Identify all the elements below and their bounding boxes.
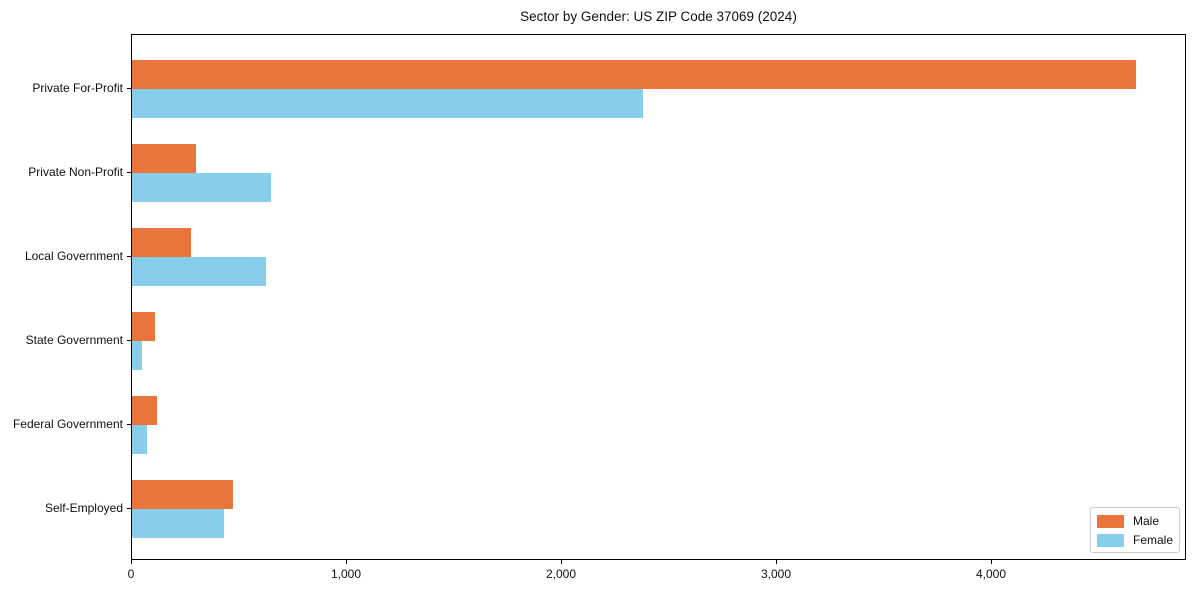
male-bar [132,60,1137,89]
chart-title: Sector by Gender: US ZIP Code 37069 (202… [520,9,797,24]
x-axis-tick [345,560,347,564]
female-bar [132,257,266,286]
x-tick-label: 0 [127,567,135,581]
y-tick-label: Federal Government [12,417,123,431]
male-bar [132,144,197,173]
female-bar [132,341,142,370]
x-axis-tick [131,560,132,564]
legend: Male Female [1090,507,1180,553]
plot-area [131,34,1186,560]
male-legend-swatch [1097,514,1124,528]
female-bar [132,509,225,538]
y-axis-tick [127,340,131,341]
male-bar [132,396,157,425]
y-tick-label: State Government [25,333,123,347]
y-tick-label: Private For-Profit [32,81,123,95]
female-bar [132,89,643,118]
male-bar [132,228,191,257]
legend-item-male: Male [1097,513,1172,529]
legend-item-female: Female [1097,532,1174,548]
y-axis-tick [127,88,131,89]
x-axis-tick [775,560,777,564]
y-tick-label: Self-Employed [44,501,123,515]
male-bar [132,312,155,341]
y-tick-label: Local Government [24,249,123,263]
x-tick-label: 1,000 [330,567,361,581]
x-axis-tick [560,560,562,564]
y-tick-label: Private Non-Profit [28,165,123,179]
x-axis-tick [990,560,992,564]
x-tick-label: 4,000 [975,567,1006,581]
male-bar [132,480,234,509]
male-legend-label: Male [1133,514,1160,528]
female-bar [132,425,148,454]
x-tick-label: 2,000 [545,567,576,581]
y-axis-tick [127,424,131,425]
x-tick-label: 3,000 [760,567,791,581]
y-axis-tick [127,172,131,173]
y-axis-tick [127,256,131,257]
y-axis-tick [127,508,131,509]
female-legend-label: Female [1133,533,1174,547]
female-bar [132,173,272,202]
female-legend-swatch [1097,533,1124,547]
